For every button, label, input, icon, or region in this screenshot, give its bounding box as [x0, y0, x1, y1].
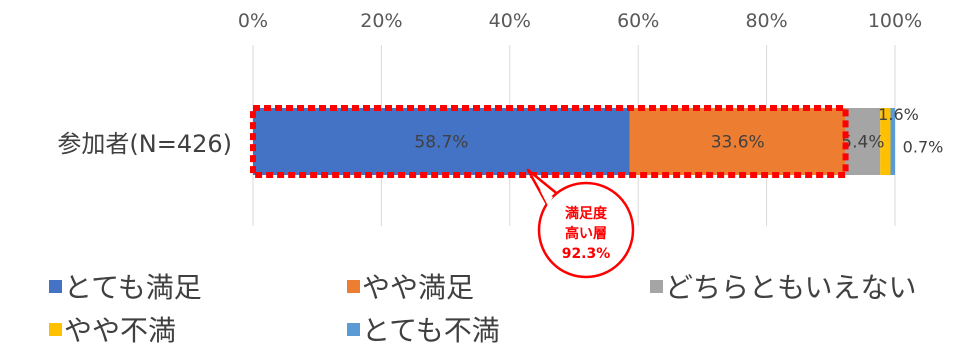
data-label: 1.6%	[878, 105, 919, 124]
legend-label: どちらともいえない	[665, 271, 916, 304]
bar-segments	[253, 108, 895, 175]
bar-segment	[845, 108, 881, 175]
data-label: 0.7%	[903, 138, 944, 157]
legend-swatch	[347, 323, 360, 336]
data-label: 58.7%	[414, 133, 468, 153]
x-tick-label: 80%	[745, 10, 787, 32]
callout-text: 高い層	[565, 225, 607, 242]
bar-segment	[880, 108, 891, 175]
bar-segment	[890, 108, 895, 175]
x-tick-label: 40%	[489, 10, 531, 32]
callout-text: 満足度	[565, 205, 608, 222]
legend-label: やや不満	[64, 314, 176, 347]
legend-swatch	[347, 280, 360, 293]
legend-swatch	[650, 280, 663, 293]
data-label: 33.6%	[711, 133, 765, 153]
legend-label: とても満足	[64, 271, 202, 304]
bar-segment	[629, 108, 846, 175]
x-tick-label: 100%	[868, 10, 922, 32]
legend-swatch	[49, 323, 62, 336]
x-tick-label: 0%	[238, 10, 268, 32]
x-axis-tick-labels: 0% 20% 40% 60% 80% 100%	[238, 10, 922, 32]
legend-label: とても不満	[362, 314, 500, 347]
category-label: 参加者(N=426)	[57, 130, 232, 158]
x-tick-label: 60%	[617, 10, 659, 32]
data-label: 5.4%	[841, 133, 884, 153]
legend-label: やや満足	[362, 271, 474, 304]
bar-segment	[253, 108, 630, 175]
callout-text: 92.3%	[562, 246, 611, 262]
legend-swatch	[49, 280, 62, 293]
data-labels: 58.7% 33.6% 5.4% 1.6% 0.7%	[414, 105, 943, 157]
callout-bubble	[537, 181, 635, 279]
callout-joint	[540, 190, 553, 206]
x-tick-label: 20%	[360, 10, 402, 32]
